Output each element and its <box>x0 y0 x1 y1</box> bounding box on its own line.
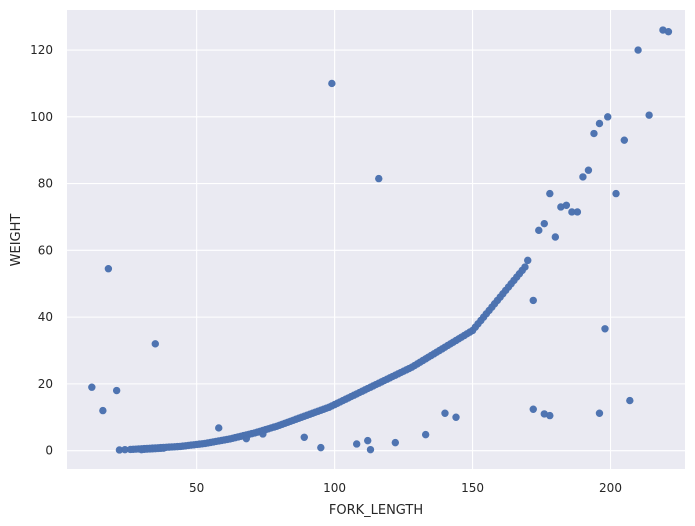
scatter-point <box>562 201 571 209</box>
y-tick-label: 100 <box>30 110 53 124</box>
scatter-point <box>242 434 251 443</box>
scatter-point <box>112 386 121 395</box>
y-tick-label: 60 <box>38 243 53 257</box>
x-axis-ticks: 50 100 150 200 <box>189 481 622 495</box>
scatter-point <box>421 430 430 439</box>
scatter-point <box>612 189 620 198</box>
y-tick-label: 0 <box>45 444 53 458</box>
scatter-point <box>645 111 653 119</box>
scatter-point <box>529 296 537 305</box>
scatter-point <box>590 129 598 138</box>
scatter-point <box>595 409 604 417</box>
x-tick-label: 200 <box>599 481 622 495</box>
scatter-point <box>366 445 375 454</box>
scatter-point <box>524 256 532 265</box>
scatter-point <box>601 325 609 333</box>
scatter-point <box>664 27 673 36</box>
y-tick-label: 80 <box>38 177 53 191</box>
y-axis-label: WEIGHT <box>9 214 24 267</box>
scatter-point <box>452 413 460 421</box>
scatter-point <box>535 226 543 235</box>
plot-area <box>67 10 685 469</box>
scatter-point <box>595 119 604 128</box>
scatter-point <box>317 443 325 452</box>
y-tick-label: 20 <box>38 377 53 391</box>
scatter-point <box>99 406 107 415</box>
y-tick-label: 40 <box>38 310 53 324</box>
scatter-point <box>259 430 267 438</box>
scatter-point <box>215 424 223 432</box>
scatter-point <box>352 440 361 448</box>
scatter-points <box>88 26 673 454</box>
scatter-point <box>151 340 159 348</box>
scatter-point <box>104 265 113 273</box>
x-axis-label: FORK_LENGTH <box>329 503 423 518</box>
y-axis-ticks: 0 20 40 60 80 100 120 <box>30 43 53 458</box>
y-tick-label: 120 <box>30 43 53 57</box>
scatter-point <box>620 136 629 144</box>
scatter-point <box>546 411 554 420</box>
scatter-point <box>546 189 554 198</box>
scatter-point <box>584 166 593 174</box>
x-tick-label: 100 <box>323 481 346 495</box>
scatter-point <box>573 208 582 216</box>
x-tick-label: 50 <box>189 481 204 495</box>
scatter-point <box>375 174 383 183</box>
scatter-point <box>300 433 308 441</box>
scatter-point <box>540 219 548 228</box>
scatter-point <box>391 438 400 447</box>
scatter-point <box>364 436 372 445</box>
scatter-point <box>634 46 642 54</box>
scatter-point <box>441 409 449 417</box>
scatter-point <box>529 405 537 413</box>
scatter-point <box>551 233 560 241</box>
scatter-point <box>626 396 634 405</box>
scatter-point <box>604 113 612 121</box>
scatter-point <box>521 263 529 271</box>
x-tick-label: 150 <box>461 481 484 495</box>
scatter-point <box>328 79 336 88</box>
scatter-point <box>88 383 96 391</box>
scatter-point <box>579 173 587 181</box>
